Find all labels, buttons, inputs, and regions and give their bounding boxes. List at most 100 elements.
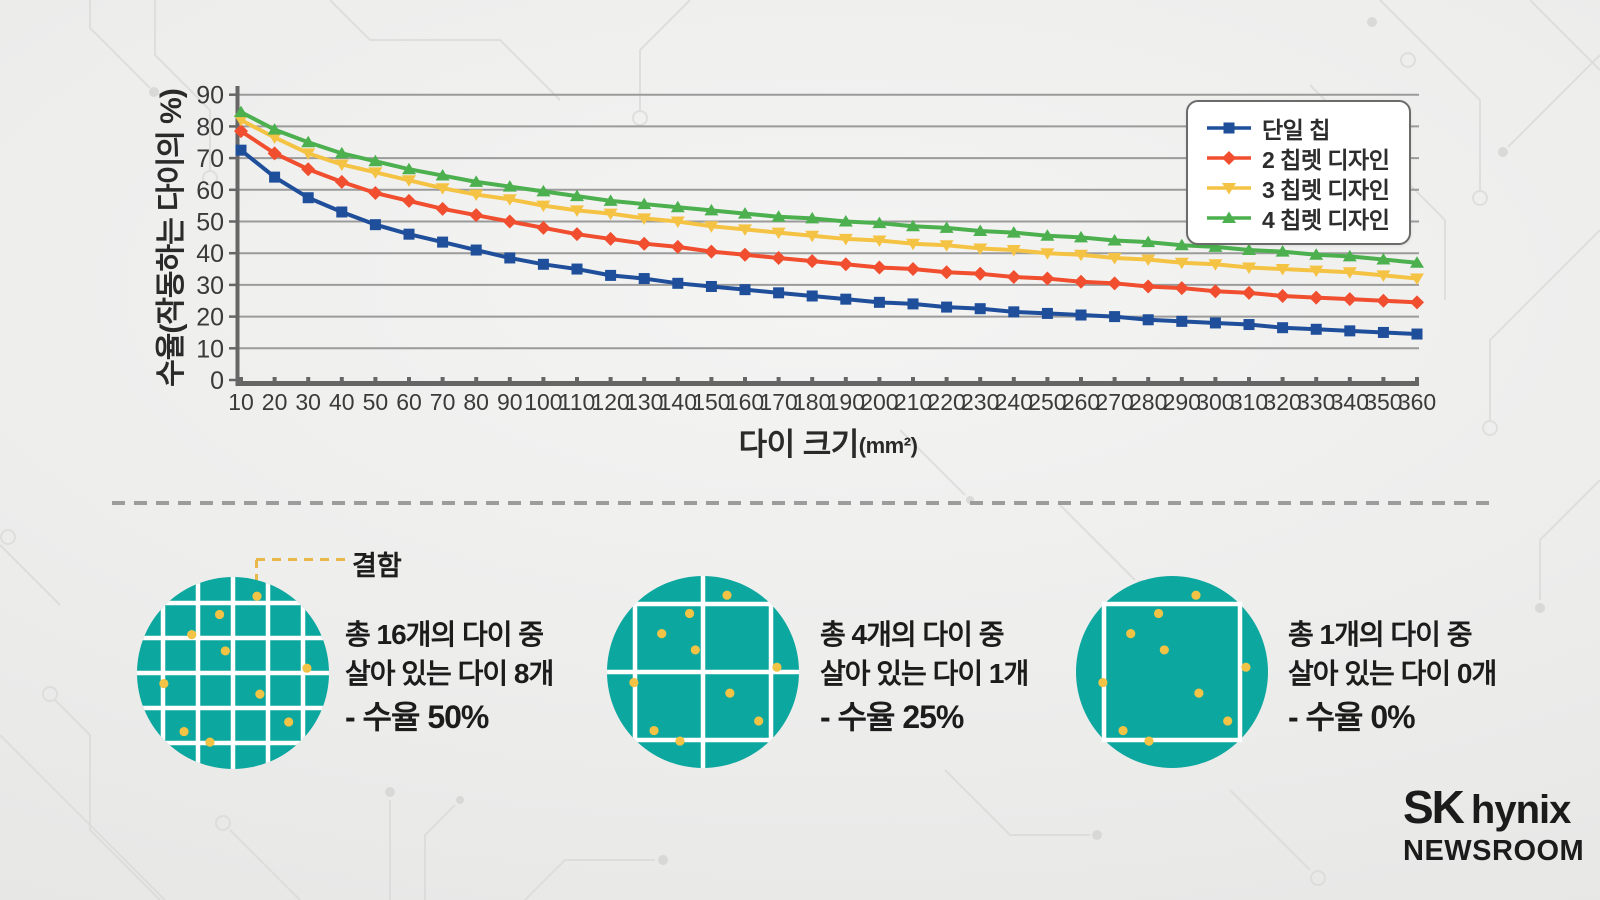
series-0-marker (369, 219, 381, 231)
x-tick-label: 60 (396, 389, 422, 415)
wafer-yield-text: - 수율 25% (820, 699, 964, 735)
series-1-marker (469, 208, 484, 223)
series-1-marker (973, 266, 988, 281)
y-tick-label: 60 (196, 177, 224, 205)
wafer-caption-3: 총 1개의 다이 중 살아 있는 다이 0개 - 수율 0% (1288, 615, 1600, 739)
logo-hynix: hynix (1470, 788, 1571, 832)
chart-legend: 단일 칩 2 칩렛 디자인 3 칩렛 디자인 4 칩렛 디자인 (1186, 100, 1412, 245)
series-0-marker (1277, 322, 1289, 334)
y-tick-label: 20 (196, 304, 224, 332)
x-tick-label: 90 (497, 389, 523, 415)
series-0-marker (1176, 315, 1188, 327)
wafer-yield-text: - 수율 50% (345, 699, 489, 735)
defect-dot (772, 662, 782, 672)
series-1-marker (704, 244, 719, 259)
series-0-marker (571, 263, 583, 275)
triangle-down-marker (1222, 182, 1236, 194)
series-3-marker (435, 169, 450, 181)
x-tick-label: 330 (1297, 389, 1335, 415)
defect-dot (1194, 688, 1204, 698)
x-tick-label: 10 (228, 389, 254, 415)
wafer-alive-text: 살아 있는 다이 1개 (820, 658, 1029, 689)
x-tick-label: 200 (860, 389, 898, 415)
logo-sk: SK (1403, 781, 1465, 833)
series-2-marker (1006, 245, 1021, 257)
series-1-marker (1107, 276, 1122, 291)
diamond-legend-icon (1207, 150, 1251, 165)
series-2-marker (234, 115, 248, 127)
series-0-marker (840, 293, 852, 305)
y-tick-label: 90 (196, 82, 224, 110)
x-tick-label: 110 (559, 389, 596, 415)
series-0-marker (1209, 317, 1221, 329)
wafer-caption-2: 총 4개의 다이 중 살아 있는 다이 1개 - 수율 25% (820, 615, 1150, 739)
defect-dot (179, 726, 189, 737)
triangle-down-legend-icon (1207, 182, 1251, 194)
x-tick-label: 190 (827, 389, 865, 415)
series-1-marker (435, 201, 450, 216)
series-0-marker (773, 287, 785, 299)
x-tick-label: 300 (1196, 389, 1234, 415)
series-2-marker (536, 200, 551, 213)
triangle-up-legend-icon (1207, 211, 1251, 223)
series-2-marker (1342, 267, 1357, 279)
legend-label: 4 칩렛 디자인 (1262, 206, 1390, 233)
series-2-marker (939, 240, 954, 252)
y-axis-label: 수율(작동하는 다이의 %) (155, 89, 188, 387)
series-3-marker (1040, 229, 1055, 241)
series-1-marker (738, 247, 752, 262)
defect-dot (657, 629, 667, 639)
wafer-alive-text: 살아 있는 다이 8개 (345, 658, 554, 689)
sk-hynix-newsroom-logo: SK hynix NEWSROOM (1403, 780, 1584, 868)
series-0-marker (739, 284, 751, 296)
series-2-marker (267, 132, 282, 144)
series-1-marker (402, 193, 416, 208)
defect-dot (754, 716, 764, 726)
series-2-marker (1208, 259, 1223, 271)
series-3-marker (704, 203, 719, 216)
series-0-marker (672, 277, 684, 289)
defect-dot (1223, 716, 1233, 726)
series-0-marker (907, 298, 919, 310)
series-1-marker (1074, 274, 1088, 289)
series-line-0 (239, 148, 1418, 337)
series-1-marker (1376, 293, 1391, 308)
defect-dot (1144, 736, 1154, 746)
x-tick-label: 240 (995, 389, 1033, 415)
x-tick-label: 80 (463, 389, 489, 415)
series-2-marker (1174, 257, 1189, 270)
series-3-marker (1376, 253, 1391, 265)
series-2-marker (1141, 254, 1156, 267)
series-2-marker (1309, 265, 1324, 278)
x-tick-label: 50 (363, 389, 389, 415)
x-tick-label: 150 (692, 389, 730, 415)
series-1-marker (1275, 288, 1290, 303)
diamond-marker (1222, 150, 1236, 165)
defect-dot (684, 608, 695, 619)
x-tick-label: 310 (1230, 389, 1268, 415)
series-1-marker (603, 231, 618, 246)
legend-item-2: 3 칩렛 디자인 (1206, 174, 1390, 203)
x-tick-label: 40 (329, 389, 355, 415)
series-2-marker (1107, 252, 1122, 265)
series-1-marker (536, 220, 551, 235)
series-3-marker (1006, 226, 1021, 238)
x-tick-label: 230 (961, 389, 999, 415)
series-2-marker (435, 183, 450, 195)
series-0-marker (1344, 325, 1356, 337)
series-3-marker (267, 123, 282, 135)
defect-dot (1241, 662, 1251, 672)
series-0-marker (470, 244, 482, 256)
x-tick-label: 320 (1263, 389, 1301, 415)
defect-dot (1159, 645, 1169, 655)
wafer-total-text: 총 1개의 다이 중 (1288, 619, 1472, 650)
x-tick-label: 220 (927, 389, 965, 415)
series-2-marker (838, 233, 853, 246)
x-tick-label: 170 (759, 389, 797, 415)
series-2-marker (906, 238, 920, 251)
series-3-marker (1309, 248, 1324, 260)
series-1-marker (1141, 279, 1156, 294)
series-2-marker (771, 227, 786, 240)
series-1-marker (234, 124, 248, 139)
series-3-marker (234, 105, 248, 118)
